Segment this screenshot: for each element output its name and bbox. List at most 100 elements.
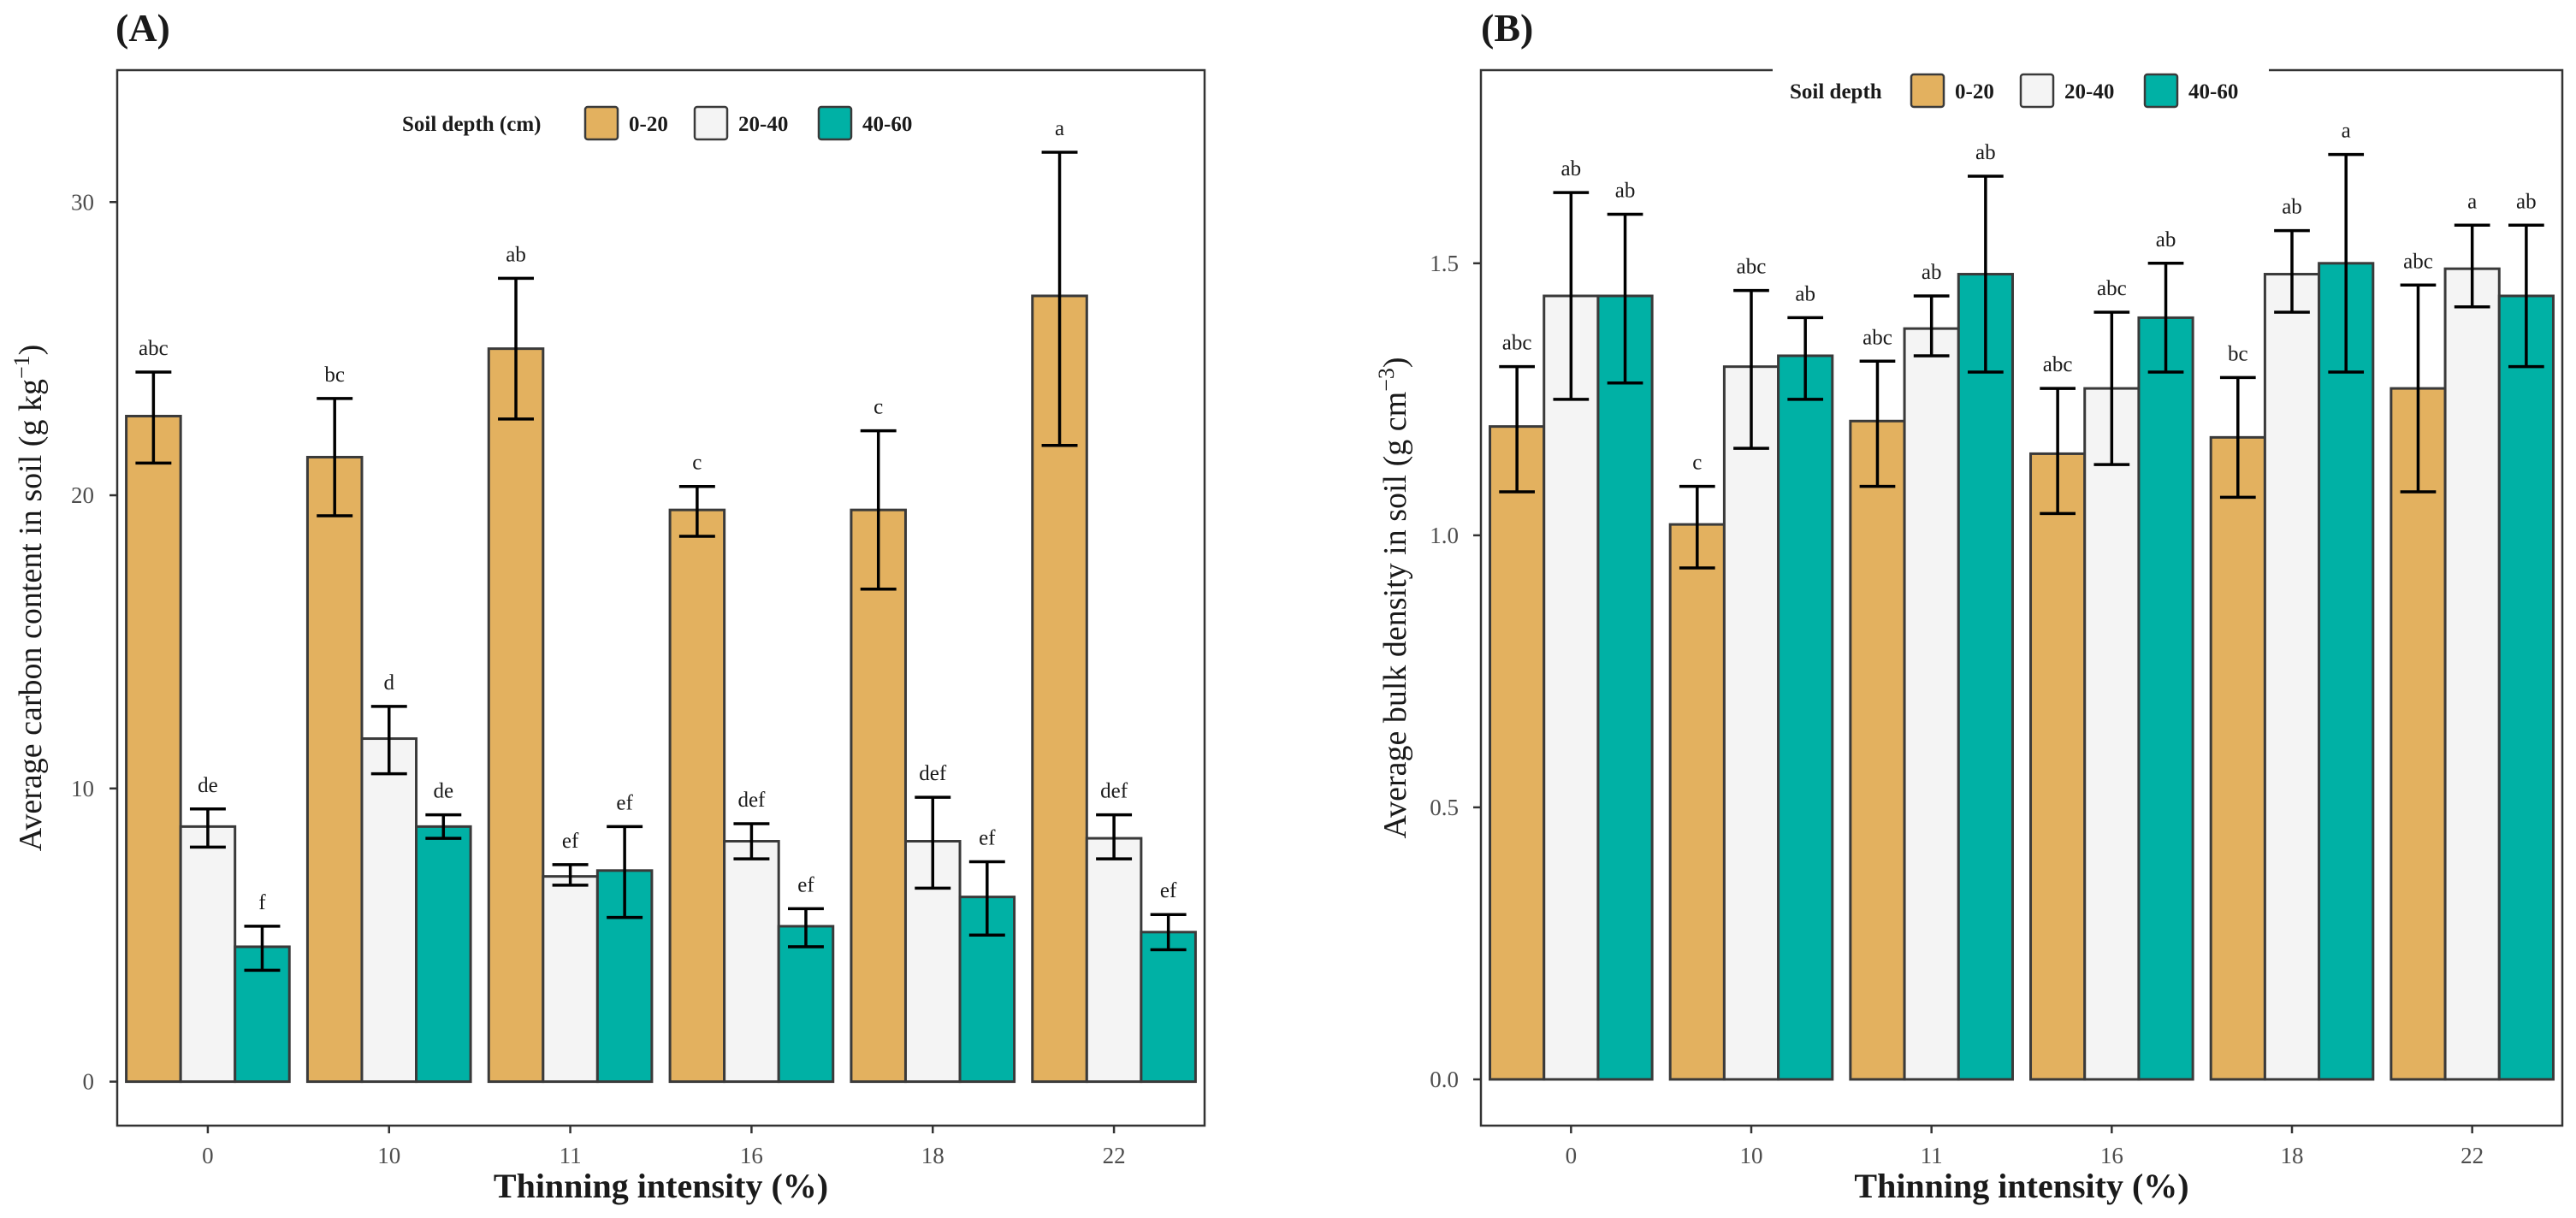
bar-40-60-0	[1596, 294, 1654, 1081]
error-bar	[1679, 484, 1715, 570]
x-tick-label: 11	[560, 1143, 582, 1168]
error-bar	[2400, 283, 2437, 494]
bar-20-40-10	[360, 737, 418, 1084]
significance-letter: de	[198, 774, 218, 797]
x-tick-label: 0	[1566, 1143, 1578, 1168]
x-tick-label: 16	[740, 1143, 763, 1168]
significance-letter: ab	[1795, 282, 1815, 305]
error-bar	[1553, 191, 1590, 401]
bar-20-40-0	[179, 825, 237, 1084]
y-tick-label: 30	[71, 189, 94, 215]
bar-0-20-18	[2209, 435, 2266, 1081]
legend: Soil depth 0-20 20-40 40-60	[1773, 68, 2269, 115]
y-tick-label: 0.0	[1430, 1067, 1459, 1092]
error-bar	[2219, 375, 2256, 500]
error-bar	[2093, 310, 2130, 466]
error-bar	[678, 484, 715, 538]
error-bar	[1787, 316, 1824, 401]
significance-letter: bc	[2228, 342, 2248, 365]
bar-0-20-22	[2389, 387, 2447, 1081]
significance-letter: abc	[2403, 250, 2433, 273]
bar-40-60-22	[1140, 931, 1197, 1084]
error-bar	[1607, 212, 1643, 385]
bar-40-60-11	[1957, 273, 2014, 1081]
x-tick-label: 10	[377, 1143, 400, 1168]
bar-20-40-22	[2443, 267, 2501, 1081]
y-axis-title-superscript: −3	[1374, 368, 1399, 392]
error-bar	[607, 825, 643, 919]
legend-label-20-40: 20-40	[2064, 80, 2114, 103]
significance-letter: abc	[1502, 332, 1532, 355]
y-tick-label: 20	[71, 482, 94, 508]
bar-20-40-22	[1085, 837, 1143, 1084]
significance-letter: abc	[1862, 326, 1892, 349]
error-bar	[1859, 359, 1896, 488]
y-tick-label: 1.0	[1430, 523, 1459, 548]
bar-0-20-0	[125, 414, 182, 1084]
legend-key-20-40	[693, 105, 729, 141]
error-bar	[370, 705, 407, 776]
legend-key-40-60	[2143, 73, 2179, 109]
y-axis-title-end: )	[1377, 357, 1413, 368]
y-axis-title: Average carbon content in soil (g kg−1)	[9, 345, 49, 852]
error-bar	[1041, 151, 1078, 447]
plot-panel	[1479, 68, 2564, 1127]
bar-0-20-16	[668, 508, 726, 1084]
legend-label-40-60: 40-60	[2188, 80, 2238, 103]
bar-40-60-10	[415, 825, 472, 1084]
error-bar	[1096, 813, 1133, 860]
legend-label-20-40: 20-40	[738, 113, 788, 136]
significance-letter: abc	[2097, 277, 2127, 300]
bar-20-40-11	[1903, 327, 1960, 1081]
significance-letter: def	[737, 789, 766, 812]
significance-letter: f	[258, 891, 266, 914]
significance-letter: abc	[1737, 256, 1767, 279]
y-tick-label: 1.5	[1430, 251, 1459, 276]
error-bar	[2328, 152, 2365, 374]
legend-key-40-60	[817, 105, 853, 141]
error-bar	[498, 276, 535, 421]
significance-letter: ab	[2156, 228, 2176, 251]
y-axis-title-superscript: −1	[9, 355, 34, 379]
legend: Soil depth (cm) 0-20 20-40 40-60	[402, 105, 912, 141]
bar-0-20-11	[487, 347, 545, 1084]
significance-letter: ab	[1975, 141, 1996, 164]
error-bar	[425, 813, 462, 840]
x-axis-title: Thinning intensity (%)	[1854, 1167, 2188, 1205]
error-bar	[1733, 288, 1769, 450]
significance-letter: ab	[1922, 261, 1942, 284]
error-bar	[1499, 364, 1535, 494]
significance-letter: ab	[506, 243, 526, 266]
bar-20-40-18	[2263, 273, 2321, 1081]
significance-letter: ef	[616, 791, 633, 814]
significance-letter: ab	[1615, 180, 1636, 203]
legend-label-0-20: 0-20	[629, 113, 668, 136]
significance-letter: c	[873, 396, 883, 419]
significance-letter: abc	[2043, 353, 2073, 376]
significance-letter: a	[1055, 117, 1064, 140]
error-bar	[915, 795, 951, 890]
bar-40-60-11	[595, 869, 654, 1084]
x-tick-label: 11	[1921, 1143, 1943, 1168]
y-tick-label: 0	[83, 1069, 95, 1095]
y-tick-label: 0.5	[1430, 795, 1459, 820]
y-axis-title-main: Average carbon content in soil (g kg	[13, 379, 49, 851]
bar-40-60-22	[2497, 294, 2555, 1081]
significance-letter: def	[1100, 780, 1128, 803]
significance-letter: ab	[1561, 157, 1582, 180]
bar-20-40-0	[1543, 294, 1600, 1081]
bar-0-20-16	[2029, 452, 2087, 1081]
y-axis-title: Average bulk density in soil (g cm−3)	[1374, 357, 1413, 838]
error-bar	[2454, 223, 2490, 309]
error-bar	[2040, 387, 2076, 516]
significance-letter: de	[433, 780, 453, 803]
significance-letter: abc	[139, 337, 169, 360]
error-bar	[2508, 223, 2544, 369]
error-bar	[2147, 262, 2184, 374]
error-bar	[968, 860, 1005, 937]
error-bar	[244, 925, 281, 973]
error-bar	[1150, 913, 1187, 952]
x-tick-label: 0	[202, 1143, 214, 1168]
significance-letter: ef	[797, 873, 814, 896]
